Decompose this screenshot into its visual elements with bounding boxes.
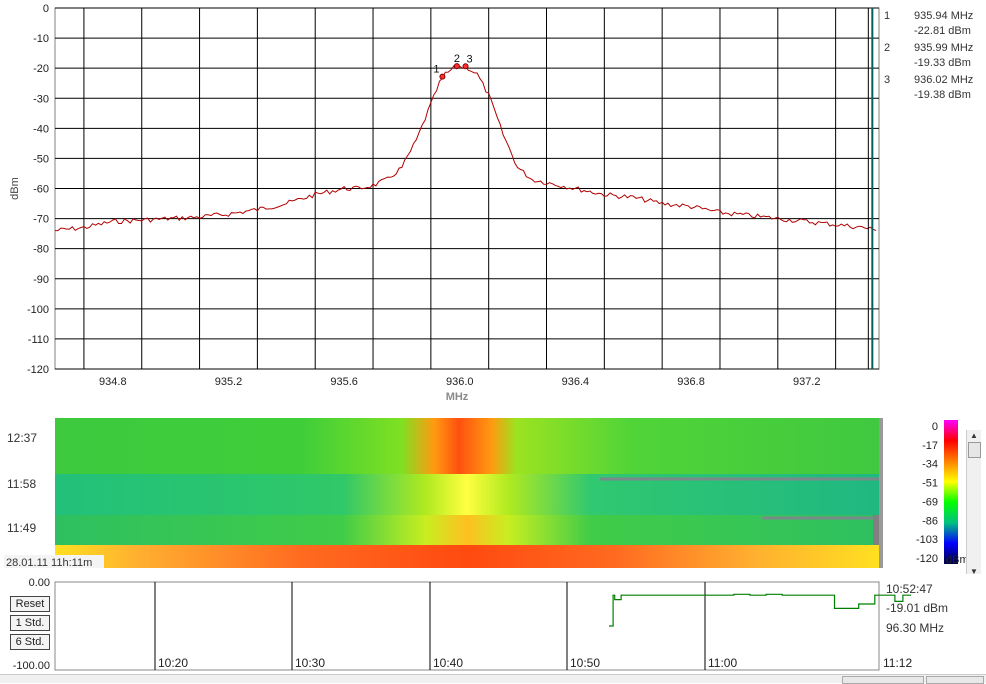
y-tick-label: -50: [33, 153, 49, 165]
six-std-button[interactable]: 6 Std.: [10, 634, 50, 650]
colorbar-tick-label: -120: [916, 553, 938, 565]
waterfall-footer-label: 28.01.11 11h:11m: [6, 557, 92, 569]
x-tick-label: 936.8: [677, 376, 705, 388]
y-tick-label: -100: [27, 304, 49, 316]
y-tick-label: 0: [43, 3, 49, 15]
history-time-readout: 10:52:47: [886, 582, 933, 596]
history-y-bottom-label: -100.00: [13, 660, 50, 672]
colorbar-tick-label: -51: [922, 478, 938, 490]
x-tick-label: 937.2: [793, 376, 821, 388]
waterfall-time-label: 11:58: [7, 477, 36, 491]
waterfall-gap: [873, 515, 879, 545]
marker-3-level: -19.38 dBm: [914, 89, 971, 101]
marker-2-label: 2: [454, 53, 460, 65]
marker-2-index: 2: [884, 42, 891, 54]
history-freq-readout: 96.30 MHz: [886, 621, 945, 635]
y-tick-label: -40: [33, 123, 49, 135]
marker-2-point: [453, 63, 460, 70]
waterfall-chart[interactable]: 12:37 11:58 11:49 28.01.11 11h:11m 0 -17 -34 -5…: [0, 412, 986, 570]
spectrum-chart[interactable]: 0 -10 -20 -30 -40 -50 -60 -70 -80 -90 -100 -110 -120…: [0, 0, 986, 408]
y-tick-label: -90: [33, 274, 49, 286]
marker-3-label: 3: [466, 53, 472, 65]
status-tab-1[interactable]: [842, 676, 924, 684]
history-trace: [609, 593, 911, 627]
x-tick-label: 936.0: [446, 376, 474, 388]
waterfall-panel: 12:37 11:58 11:49 28.01.11 11h:11m 0 -17 -34 -5…: [0, 412, 986, 578]
marker-2-level: -19.33 dBm: [914, 57, 971, 69]
waterfall-band: [55, 515, 879, 545]
colorbar-tick-label: -17: [922, 440, 938, 452]
history-x-tick-label: 10:20: [158, 656, 188, 670]
y-tick-label: -110: [28, 334, 49, 346]
colorbar: [944, 420, 958, 564]
history-panel: 10:20 10:30 10:40 10:50 11:00 11:12 0.00 -100.0…: [0, 574, 986, 674]
colorbar-unit-label: dBm: [946, 554, 969, 566]
footer-label-bg: [4, 555, 104, 568]
history-y-top-label: 0.00: [29, 577, 50, 589]
x-tick-label: 934.8: [99, 376, 127, 388]
y-tick-label: -30: [33, 93, 49, 105]
y-tick-label: -10: [33, 33, 49, 45]
waterfall-band: [55, 545, 879, 568]
colorbar-tick-label: 0: [932, 421, 938, 433]
y-tick-label: -20: [33, 63, 49, 75]
marker-3-index: 3: [884, 74, 891, 86]
scroll-up-icon[interactable]: ▲: [970, 431, 978, 440]
history-level-readout: -19.01 dBm: [886, 601, 949, 615]
marker-2-freq: 935.99 MHz: [914, 42, 974, 54]
status-tab-2[interactable]: [926, 676, 984, 684]
history-x-tick-label: 11:00: [708, 656, 737, 670]
waterfall-time-label: 12:37: [7, 431, 37, 445]
y-tick-label: -60: [33, 184, 49, 196]
colorbar-tick-label: -103: [916, 534, 938, 546]
history-x-tick-label: 10:40: [433, 656, 463, 670]
y-tick-label: -70: [33, 214, 49, 226]
x-tick-label: 935.2: [215, 376, 243, 388]
waterfall-edge: [879, 418, 883, 568]
colorbar-scrollbar[interactable]: ▲ ▼: [966, 430, 981, 578]
marker-3-freq: 936.02 MHz: [914, 74, 974, 86]
history-plot-area: [54, 581, 880, 671]
colorbar-tick-label: -86: [922, 515, 938, 527]
one-std-button[interactable]: 1 Std.: [10, 615, 50, 631]
marker-3-point: [462, 63, 469, 70]
colorbar-tick-label: -34: [922, 459, 938, 471]
history-x-tick-label: 10:30: [295, 656, 325, 670]
spectrum-panel: 0 -10 -20 -30 -40 -50 -60 -70 -80 -90 -100 -110 -120…: [0, 0, 986, 408]
marker-1-index: 1: [884, 10, 891, 22]
colorbar-tick-label: -69: [922, 496, 938, 508]
x-axis-label: MHz: [446, 391, 469, 403]
history-x-tick-label: 11:12: [883, 656, 912, 670]
waterfall-band: [55, 418, 879, 474]
y-tick-label: -120: [27, 364, 49, 376]
reset-button[interactable]: Reset: [10, 596, 50, 612]
history-chart[interactable]: 10:20 10:30 10:40 10:50 11:00 11:12 0.00 -100.0…: [0, 574, 986, 674]
waterfall-time-label: 11:49: [7, 521, 36, 535]
x-tick-label: 936.4: [562, 376, 590, 388]
scroll-down-icon[interactable]: ▼: [970, 567, 978, 576]
marker-1-freq: 935.94 MHz: [914, 10, 974, 22]
y-axis-label: dBm: [9, 177, 21, 200]
marker-1-point: [439, 73, 446, 80]
marker-1-label: 1: [433, 64, 439, 76]
y-tick-label: -80: [33, 244, 49, 256]
x-tick-label: 935.6: [330, 376, 358, 388]
marker-1-level: -22.81 dBm: [914, 25, 971, 37]
history-x-tick-label: 10:50: [570, 656, 600, 670]
waterfall-band: [55, 474, 879, 515]
scroll-thumb[interactable]: [968, 442, 981, 458]
